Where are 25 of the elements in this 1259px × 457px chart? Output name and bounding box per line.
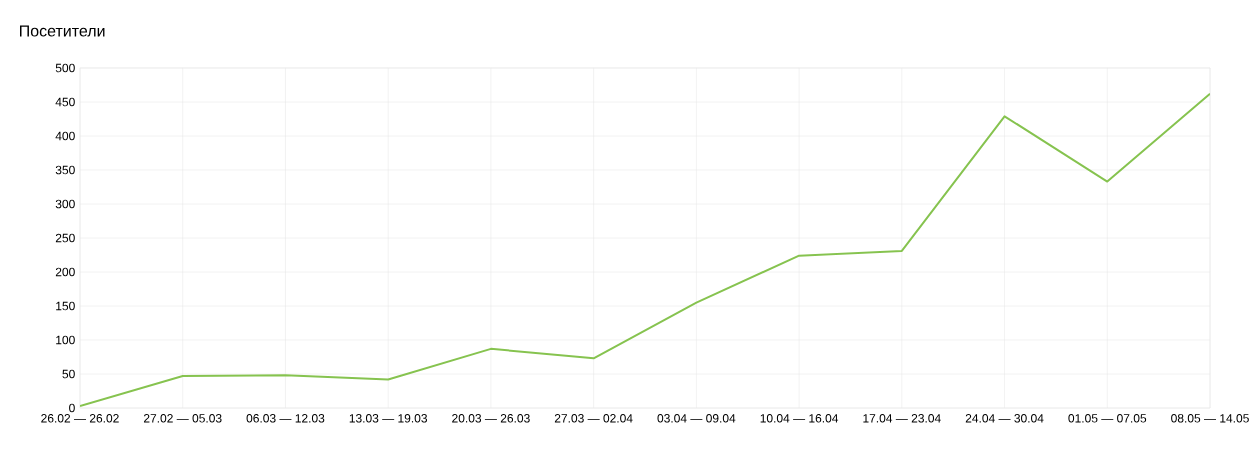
x-tick-label: 10.04 — 16.04	[760, 414, 839, 423]
y-tick-label: 100	[56, 335, 75, 345]
chart-title: Посетители	[20, 25, 105, 37]
y-tick-label: 350	[55, 165, 75, 175]
x-tick-label: 20.03 — 26.03	[452, 414, 530, 423]
y-tick-label: 250	[55, 233, 75, 243]
x-tick-label: 03.04 — 09.04	[657, 414, 736, 423]
x-tick-label: 13.03 — 19.03	[349, 414, 428, 423]
y-tick-label: 400	[55, 131, 75, 141]
x-tick-label: 17.04 — 23.04	[863, 414, 941, 423]
y-tick-label: 150	[56, 301, 75, 311]
y-tick-label: 450	[55, 97, 75, 107]
line-series	[80, 92, 1211, 407]
x-tick-label: 27.02 — 05.03	[143, 414, 222, 423]
x-tick-label: 01.05 — 07.05	[1068, 414, 1147, 423]
x-tick-label: 08.05 — 14.05	[1171, 414, 1249, 423]
y-tick-label: 50	[62, 369, 75, 379]
y-tick-label: 300	[55, 199, 75, 209]
y-tick-label: 500	[55, 63, 75, 73]
x-tick-label: 27.03 — 02.04	[554, 414, 633, 423]
x-tick-label: 26.02 — 26.02	[41, 414, 119, 423]
x-tick-label: 24.04 — 30.04	[965, 414, 1044, 423]
y-tick-label: 200	[55, 267, 75, 277]
x-tick-label: 06.03 — 12.03	[246, 414, 325, 423]
y-tick-label: 0	[69, 403, 75, 413]
